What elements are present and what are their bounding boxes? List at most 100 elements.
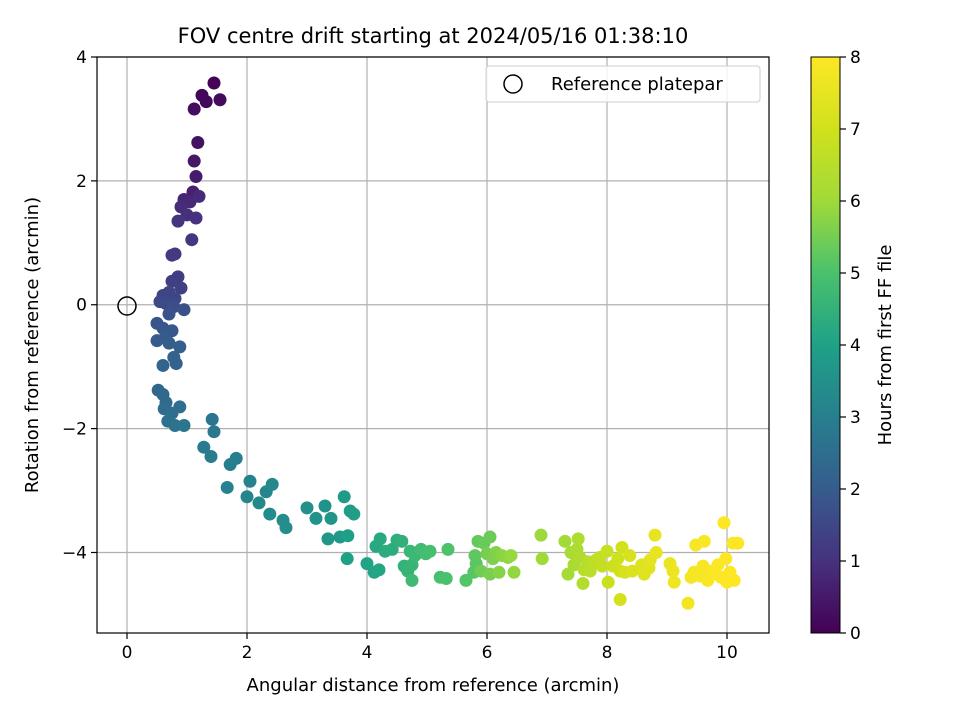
x-tick-label: 10: [716, 643, 738, 663]
data-point: [731, 536, 745, 550]
y-tick-label: −4: [62, 543, 87, 563]
data-point: [192, 189, 206, 203]
data-point: [207, 76, 221, 90]
data-point: [324, 511, 338, 525]
data-point: [205, 412, 219, 426]
x-axis-ticks: 0 2 4 6 8 10: [122, 633, 738, 663]
colorbar-tick-label: 0: [850, 624, 861, 644]
data-point: [173, 340, 187, 354]
colorbar-ticks: 0 1 2 3 4 5 6 7 8: [840, 48, 861, 644]
legend-box: [485, 65, 761, 103]
data-points: [150, 76, 745, 610]
colorbar-tick-label: 8: [850, 48, 861, 68]
data-point: [534, 528, 548, 542]
data-point: [727, 573, 741, 587]
data-point: [279, 521, 293, 535]
data-point: [187, 102, 201, 116]
data-point: [162, 336, 176, 350]
data-point: [601, 575, 615, 589]
data-point: [177, 303, 191, 317]
data-point: [571, 532, 585, 546]
chart-title: FOV centre drift starting at 2024/05/16 …: [178, 24, 689, 48]
data-point: [483, 530, 497, 544]
data-point: [507, 565, 521, 579]
data-point: [197, 440, 211, 454]
colorbar-tick-label: 3: [850, 408, 861, 428]
data-point: [360, 557, 374, 571]
colorbar-tick-label: 5: [850, 264, 861, 284]
data-point: [213, 93, 227, 107]
data-point: [156, 358, 170, 372]
data-point: [649, 545, 663, 559]
colorbar: 0 1 2 3 4 5 6 7 8 Hours from first FF file: [810, 48, 896, 644]
data-point: [169, 357, 183, 371]
data-point: [171, 214, 185, 228]
data-point: [535, 552, 549, 566]
data-point: [423, 544, 437, 558]
data-point: [615, 541, 629, 555]
legend-marker: [503, 74, 523, 94]
data-point: [340, 552, 354, 566]
reference-point-marker: [117, 296, 137, 316]
colorbar-tick-label: 2: [850, 480, 861, 500]
data-point: [648, 528, 662, 542]
data-point: [165, 274, 179, 288]
data-point: [204, 449, 218, 463]
data-point: [576, 576, 590, 590]
data-point: [265, 477, 279, 491]
y-tick-label: 4: [76, 48, 87, 68]
data-point: [697, 534, 711, 548]
data-point: [165, 248, 179, 262]
plot-area: Reference platepar: [96, 56, 770, 634]
data-point: [504, 549, 518, 563]
y-axis-ticks: −4 −2 0 2 4: [62, 48, 97, 563]
colorbar-tick-label: 6: [850, 192, 861, 212]
data-point: [468, 549, 482, 563]
colorbar-label: Hours from first FF file: [875, 245, 896, 446]
data-point: [347, 507, 361, 521]
data-point: [719, 552, 733, 566]
data-point: [341, 529, 355, 543]
data-point: [373, 532, 387, 546]
x-tick-label: 2: [242, 643, 253, 663]
data-point: [309, 511, 323, 525]
data-point: [243, 474, 257, 488]
x-tick-label: 0: [122, 643, 133, 663]
data-point: [207, 425, 221, 439]
data-point: [613, 593, 627, 607]
data-point: [681, 596, 695, 610]
data-point: [439, 571, 453, 585]
data-point: [185, 233, 199, 247]
data-point: [240, 490, 254, 504]
data-point: [321, 532, 335, 546]
data-point: [162, 307, 176, 321]
data-point: [625, 564, 639, 578]
y-tick-label: 2: [76, 172, 87, 192]
data-point: [459, 573, 473, 587]
data-point: [223, 458, 237, 472]
data-point: [395, 534, 409, 548]
data-point: [611, 552, 625, 566]
data-point: [558, 534, 572, 548]
y-tick-label: −2: [62, 420, 87, 440]
legend-label: Reference platepar: [551, 74, 723, 95]
legend: Reference platepar: [485, 65, 761, 103]
data-point: [189, 211, 203, 225]
data-point: [189, 170, 203, 184]
x-tick-label: 8: [602, 643, 613, 663]
data-point: [441, 542, 455, 556]
data-point: [372, 563, 386, 577]
data-point: [150, 334, 164, 348]
plot-frame: [96, 56, 770, 634]
data-point: [177, 419, 191, 433]
colorbar-gradient: [810, 56, 841, 634]
data-point: [717, 516, 731, 530]
data-point: [623, 549, 637, 563]
data-point: [174, 281, 188, 295]
data-point: [263, 507, 277, 521]
data-point: [199, 95, 213, 109]
y-tick-label: 0: [76, 296, 87, 316]
data-point: [187, 154, 201, 168]
y-axis-label: Rotation from reference (arcmin): [22, 197, 43, 493]
